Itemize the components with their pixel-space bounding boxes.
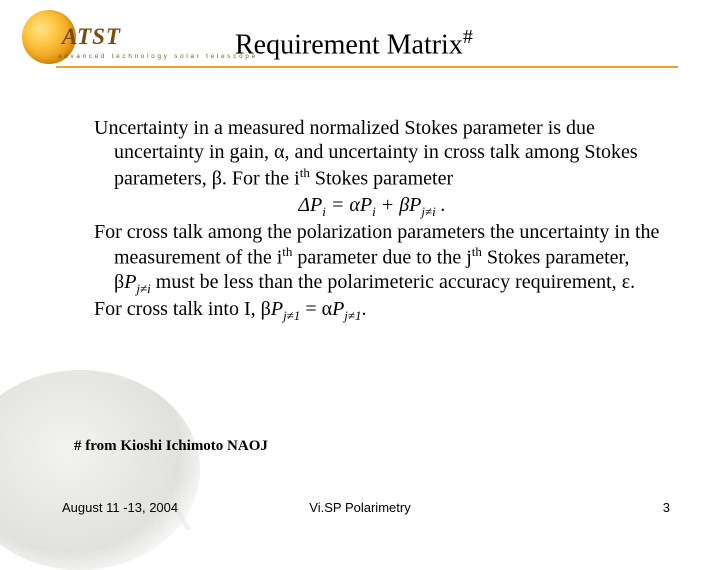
footer-title: Vi.SP Polarimetry (0, 500, 720, 515)
logo-tagline: advanced technology solar telescope (58, 53, 258, 60)
equation-delta-p: ΔPi = αPi + βPj≠i . (74, 193, 670, 220)
title-text: Requirement Matrix (235, 29, 463, 60)
header-rule (56, 66, 678, 68)
footnote: # from Kioshi Ichimoto NAOJ (74, 438, 268, 455)
slide-header: ATST advanced technology solar telescope… (0, 0, 720, 82)
title-superscript: # (463, 26, 473, 48)
slide-title: Requirement Matrix# (235, 26, 473, 61)
slide-body: Uncertainty in a measured normalized Sto… (74, 116, 670, 324)
paragraph-3: For cross talk into I, βPj≠1 = αPj≠1. (74, 297, 670, 324)
page-number: 3 (663, 500, 670, 515)
logo-text: ATST (62, 24, 121, 50)
paragraph-2: For cross talk among the polarization pa… (74, 220, 670, 297)
slide-footer: August 11 -13, 2004 Vi.SP Polarimetry 3 (0, 500, 720, 520)
paragraph-1: Uncertainty in a measured normalized Sto… (74, 116, 670, 191)
